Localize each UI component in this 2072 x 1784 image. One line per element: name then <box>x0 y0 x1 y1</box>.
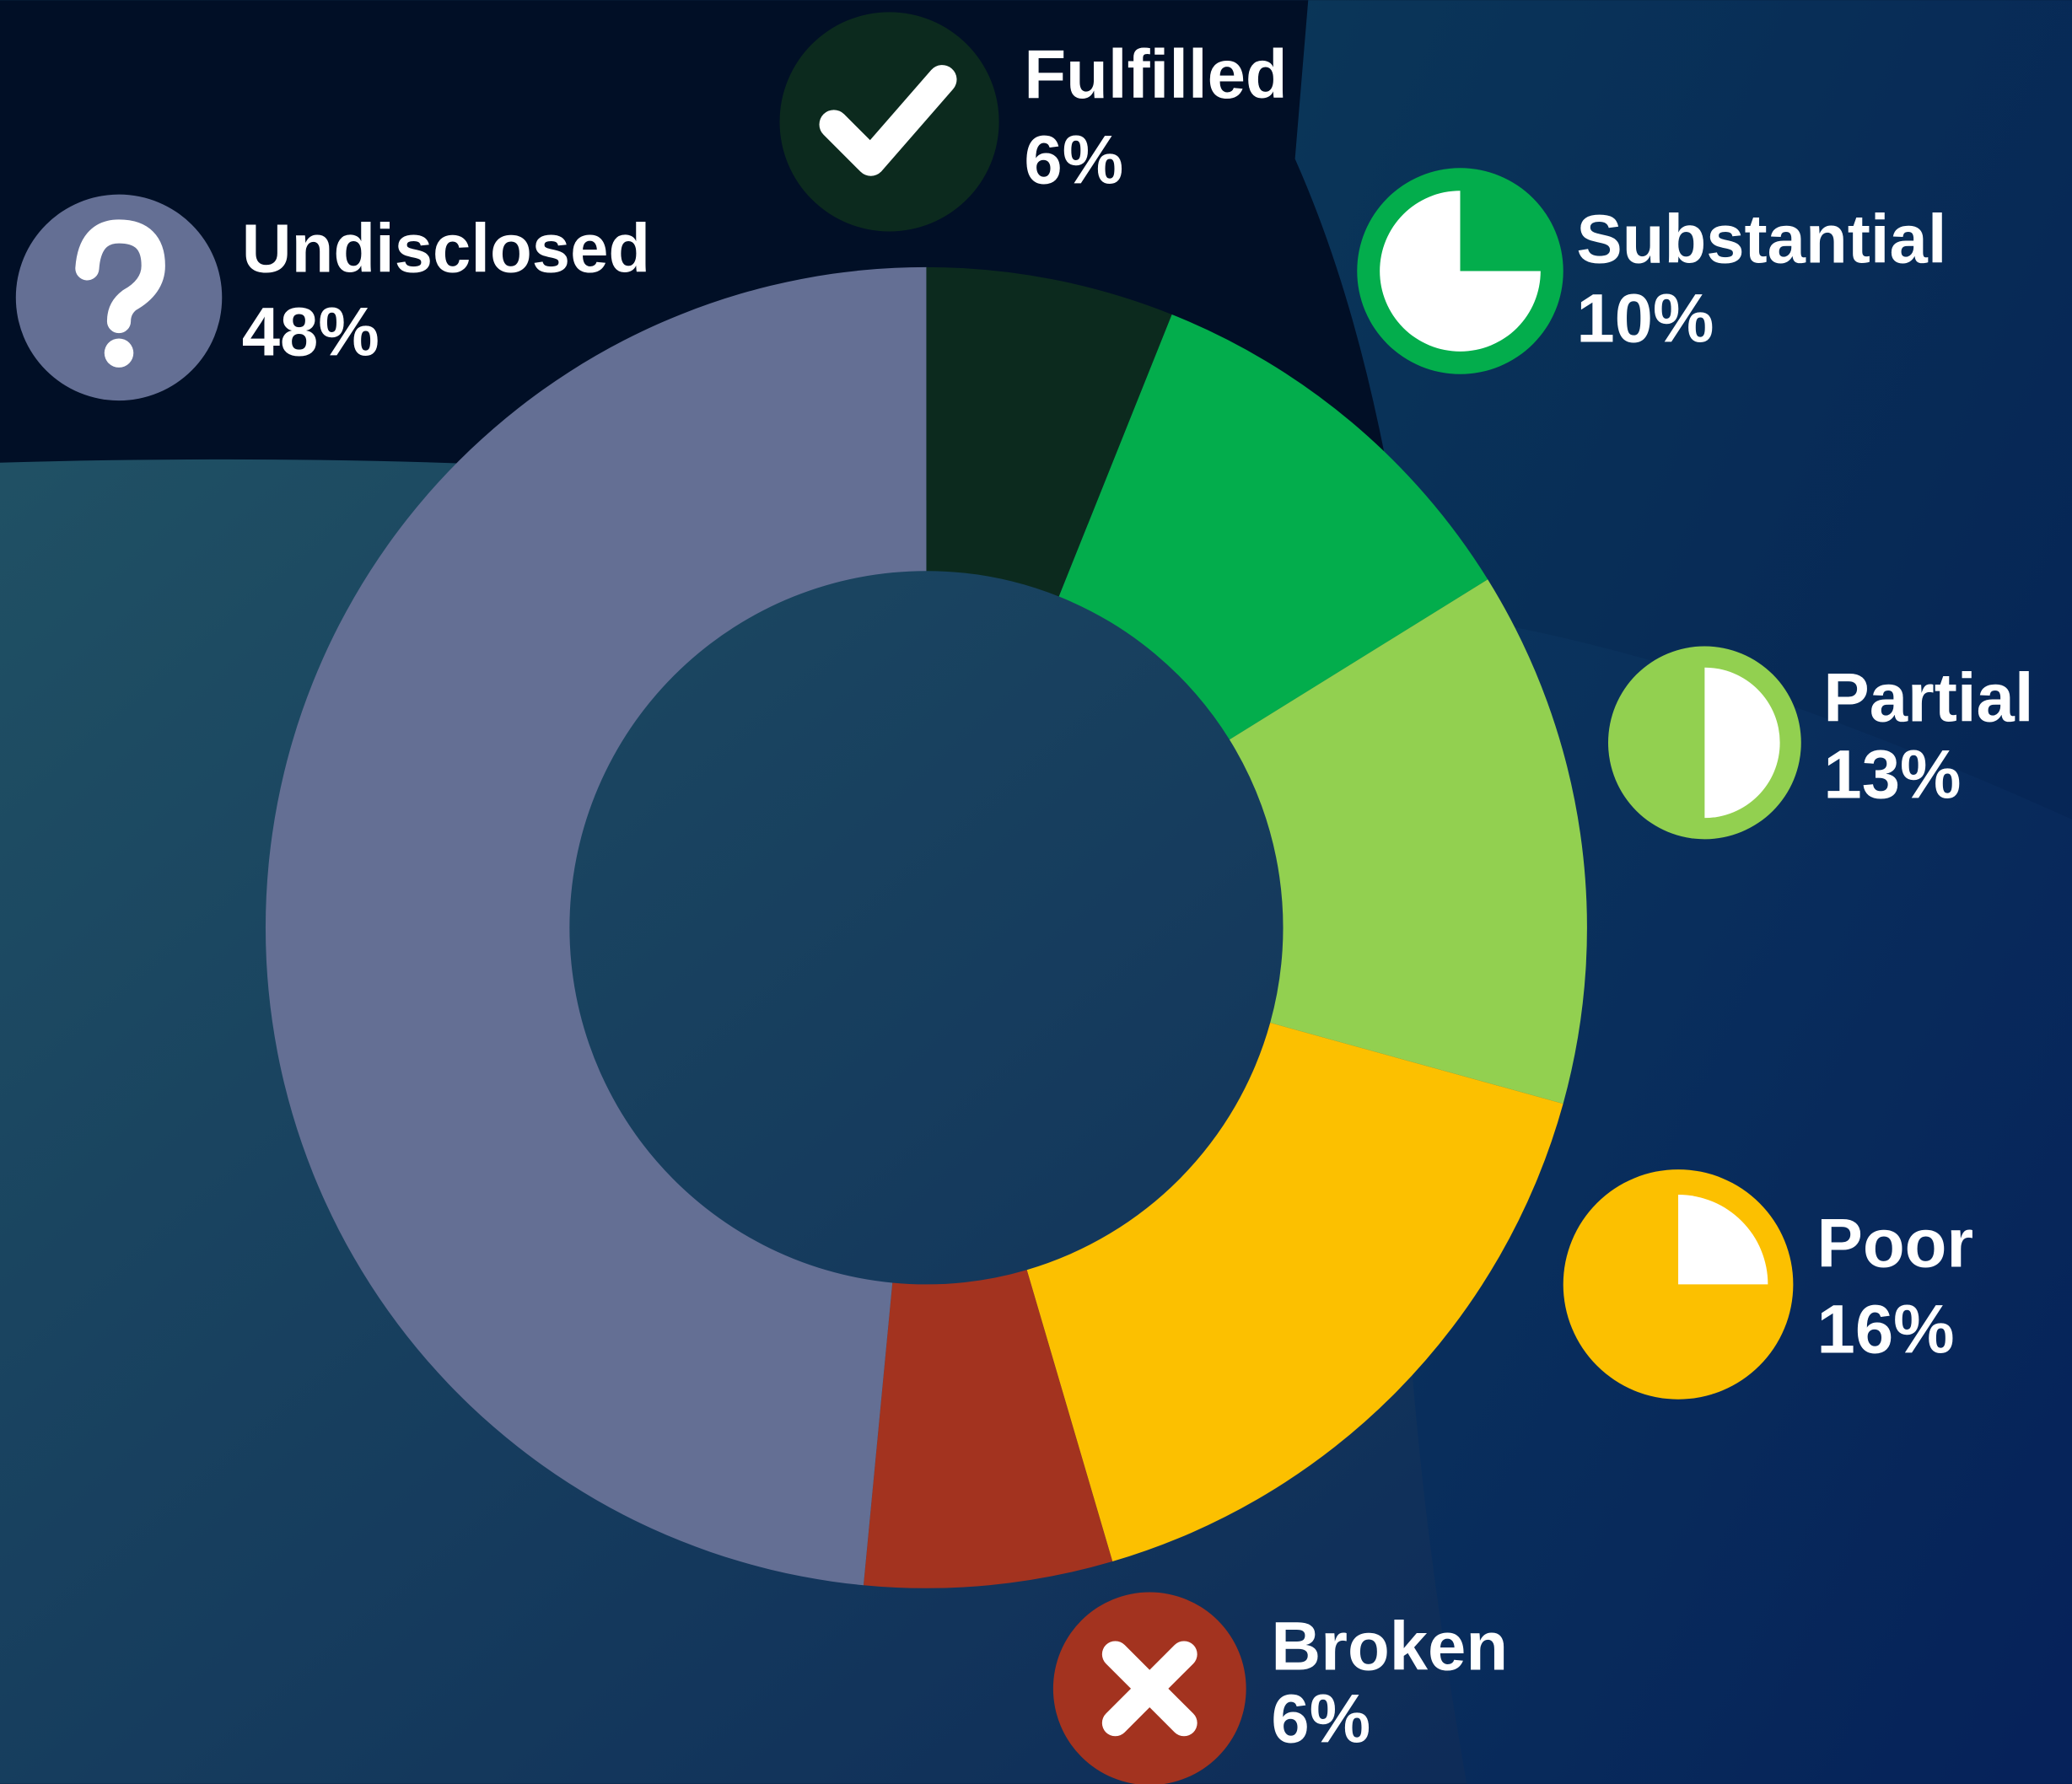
icon-shape <box>1704 667 1780 819</box>
icon-shape <box>75 219 165 334</box>
category-label: Undisclosed <box>242 211 650 287</box>
donut-slice <box>863 1270 1113 1588</box>
donut-slice <box>1229 579 1587 1104</box>
icon-shape <box>1678 1195 1768 1285</box>
donut <box>265 266 1587 1588</box>
value-label: 10% <box>1576 281 1714 357</box>
icon-shape <box>104 338 134 368</box>
value-label: 48% <box>242 293 379 370</box>
donut-slice <box>1026 1023 1563 1562</box>
value-label: 13% <box>1823 736 1961 813</box>
category-label: Fulfilled <box>1024 36 1287 113</box>
donut-slice <box>1058 314 1488 740</box>
value-label: 16% <box>1817 1291 1955 1368</box>
category-label: Poor <box>1817 1206 1974 1282</box>
value-label: 6% <box>1271 1681 1370 1758</box>
donut-slice <box>926 266 1172 597</box>
category-label: Partial <box>1823 659 2033 736</box>
category-label: Broken <box>1271 1609 1508 1685</box>
value-label: 6% <box>1024 122 1123 199</box>
icon-shape <box>1380 191 1541 352</box>
background-shape <box>1294 0 2072 1784</box>
icon-shape <box>1101 1641 1197 1737</box>
icon-shape <box>819 65 957 176</box>
category-label: Substantial <box>1576 202 1946 278</box>
donut-slice <box>265 266 927 1586</box>
